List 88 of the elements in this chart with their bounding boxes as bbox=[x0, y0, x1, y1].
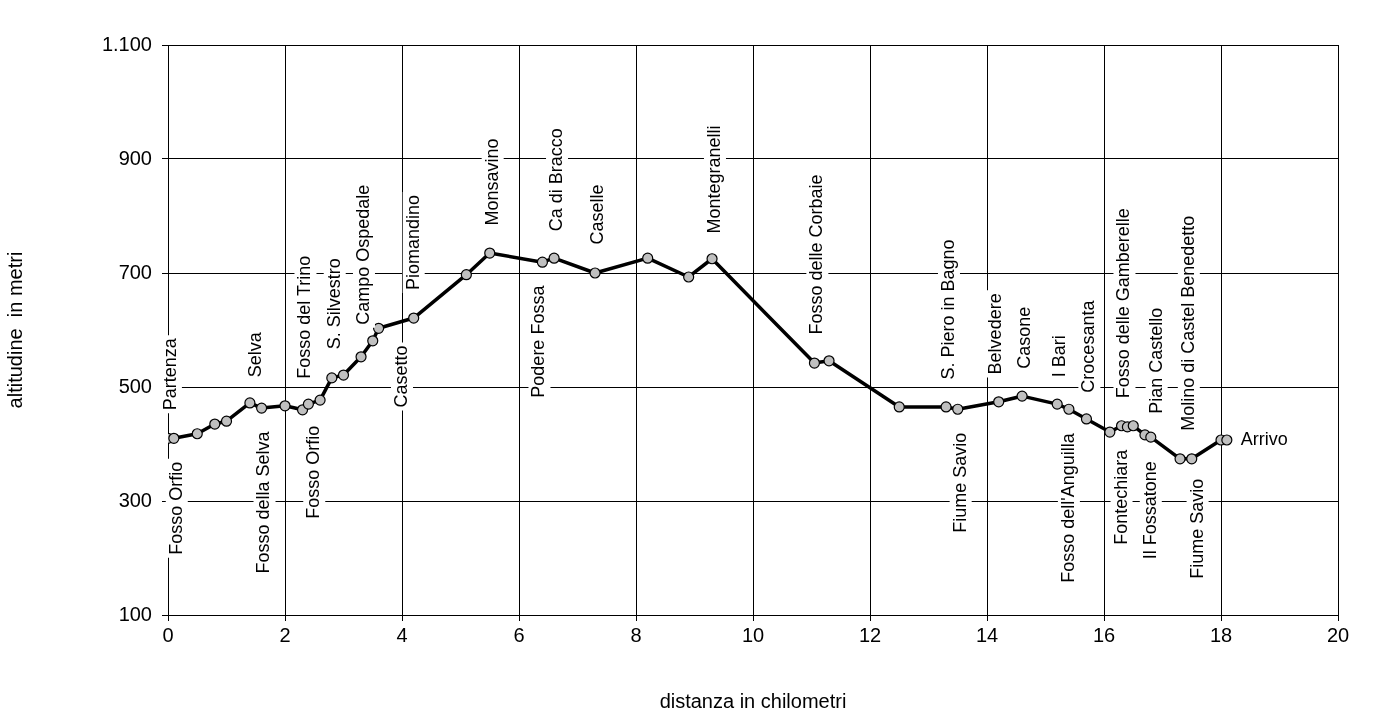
annotation: Monsavino bbox=[481, 138, 502, 226]
point bbox=[244, 397, 256, 409]
point bbox=[1104, 426, 1116, 438]
x-tick-label: 12 bbox=[858, 623, 882, 646]
point bbox=[302, 398, 314, 410]
annotation: Fosso Orfio bbox=[165, 461, 186, 555]
point bbox=[484, 247, 496, 259]
point bbox=[367, 335, 379, 347]
point bbox=[256, 402, 268, 414]
point bbox=[337, 369, 350, 381]
x-axis-title: distanza in chilometri bbox=[659, 689, 847, 712]
y-tick-label: 1.100 bbox=[101, 32, 152, 55]
x-tick-label: 14 bbox=[975, 623, 999, 646]
point bbox=[536, 256, 548, 268]
point bbox=[952, 403, 964, 415]
annotation: Fosso delle Gamberelle bbox=[1113, 208, 1134, 399]
annotation: Belvedere bbox=[984, 293, 1005, 375]
annotation: Arrivo bbox=[1240, 428, 1288, 449]
x-tick-label: 18 bbox=[1209, 623, 1233, 646]
point bbox=[1174, 453, 1186, 465]
point bbox=[683, 271, 695, 283]
point bbox=[823, 355, 835, 367]
x-tick-label: 20 bbox=[1326, 623, 1350, 646]
point bbox=[1063, 403, 1075, 415]
point bbox=[1186, 453, 1198, 465]
annotation: Partenza bbox=[159, 337, 180, 411]
point bbox=[408, 312, 420, 324]
point bbox=[191, 428, 203, 440]
x-tick-label: 8 bbox=[630, 623, 642, 646]
annotation: Fosso Orfio bbox=[303, 425, 324, 519]
y-tick-label: 300 bbox=[118, 488, 152, 511]
point bbox=[168, 432, 180, 444]
annotation: Casetto bbox=[390, 345, 411, 408]
y-tick-label: 900 bbox=[118, 146, 152, 169]
annotation: Piomandino bbox=[402, 194, 423, 291]
x-tick-label: 6 bbox=[513, 623, 525, 646]
point bbox=[1080, 413, 1093, 425]
y-tick-label: 500 bbox=[118, 374, 152, 397]
point bbox=[940, 401, 952, 413]
point bbox=[642, 252, 654, 264]
point bbox=[1127, 420, 1139, 432]
x-tick-label: 0 bbox=[162, 623, 174, 646]
point bbox=[220, 415, 233, 427]
point bbox=[355, 351, 367, 363]
annotation: Pian Castello bbox=[1145, 307, 1166, 414]
point bbox=[1145, 431, 1157, 443]
annotation: S. Silvestro bbox=[323, 258, 344, 350]
x-tick-label: 4 bbox=[396, 623, 408, 646]
point bbox=[460, 269, 472, 281]
annotation: Fosso dell'Anguilla bbox=[1057, 432, 1078, 583]
point bbox=[314, 394, 326, 406]
point bbox=[279, 400, 291, 412]
annotation: Fosso della Selva bbox=[253, 430, 274, 574]
annotation: Il Fossatone bbox=[1139, 461, 1160, 560]
annotation: Montegranelli bbox=[703, 125, 724, 234]
point bbox=[808, 357, 821, 369]
annotation: Caselle bbox=[586, 184, 607, 245]
annotation: Fosso delle Corbaie bbox=[806, 174, 827, 335]
annotation: Campo Ospedale bbox=[352, 184, 373, 325]
point bbox=[373, 322, 385, 334]
annotation: Fosso del Trino bbox=[294, 255, 315, 379]
point bbox=[1051, 398, 1063, 410]
annotation: Crocesanta bbox=[1078, 299, 1099, 393]
y-axis-title: altitudine in metri bbox=[3, 251, 26, 409]
annotation: Fontechiara bbox=[1110, 448, 1131, 545]
annotation: Ca di Bracco bbox=[545, 128, 566, 232]
x-tick-label: 16 bbox=[1092, 623, 1116, 646]
point bbox=[548, 252, 560, 264]
y-tick-label: 700 bbox=[118, 260, 152, 283]
annotation: S. Piero in Bagno bbox=[937, 239, 958, 380]
point bbox=[209, 418, 221, 430]
x-tick-label: 2 bbox=[279, 623, 291, 646]
annotation: Fiume Savio bbox=[949, 432, 970, 533]
point bbox=[893, 401, 905, 413]
point bbox=[1221, 434, 1233, 446]
x-tick-label: 10 bbox=[741, 623, 765, 646]
point bbox=[706, 253, 718, 265]
point bbox=[993, 396, 1005, 408]
annotation: Podere Fossa bbox=[528, 284, 549, 398]
y-tick-label: 100 bbox=[118, 602, 152, 625]
annotation: Molino di Castel Benedetto bbox=[1177, 215, 1198, 431]
annotation: Casone bbox=[1013, 306, 1034, 369]
point bbox=[589, 267, 601, 279]
point bbox=[1016, 390, 1028, 402]
annotation: Fiume Savio bbox=[1186, 478, 1207, 579]
annotation: I Bari bbox=[1049, 335, 1070, 378]
point bbox=[326, 372, 338, 384]
annotation: Selva bbox=[244, 331, 265, 378]
